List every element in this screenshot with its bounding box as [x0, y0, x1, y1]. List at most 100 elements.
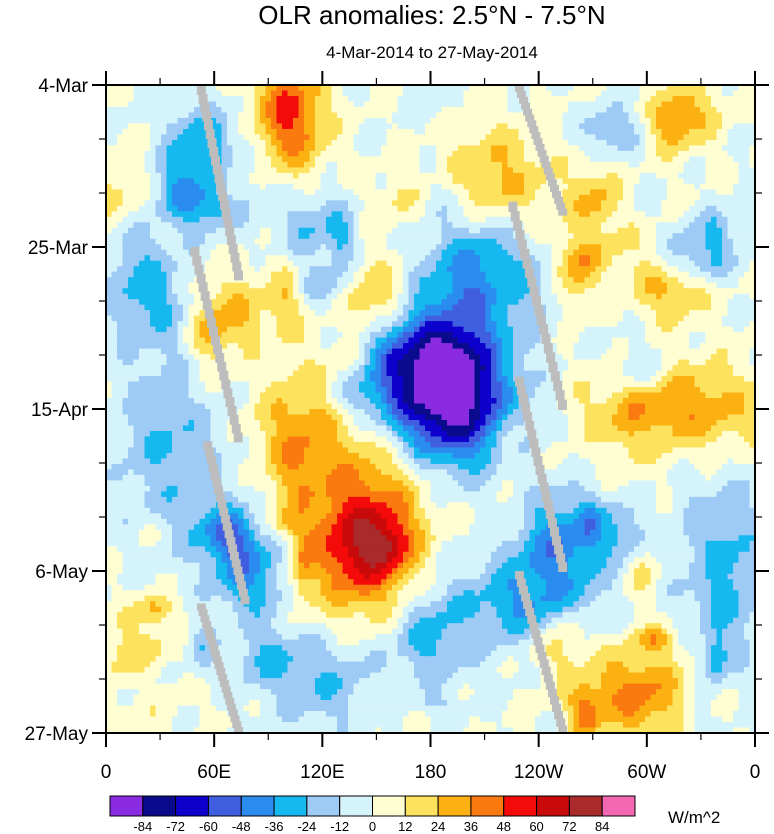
field-cell [650, 178, 657, 185]
field-cell [612, 260, 619, 267]
field-cell [249, 156, 256, 163]
field-cell [265, 310, 272, 317]
field-cell [623, 161, 630, 168]
field-cell [573, 161, 580, 168]
field-cell [315, 112, 322, 119]
field-cell [265, 271, 272, 278]
field-cell [551, 101, 558, 108]
field-cell [172, 266, 179, 273]
field-cell [447, 145, 454, 152]
field-cell [518, 205, 525, 212]
field-cell [430, 117, 437, 125]
field-cell [738, 227, 745, 234]
field-cell [287, 315, 294, 322]
field-cell [337, 233, 344, 240]
field-cell [183, 222, 190, 229]
field-cell [133, 134, 140, 141]
field-cell [722, 266, 729, 273]
field-cell [177, 172, 184, 179]
field-cell [469, 205, 476, 212]
field-cell [551, 249, 558, 256]
field-cell [612, 161, 619, 168]
field-cell [463, 95, 470, 103]
field-cell [155, 304, 162, 311]
field-cell [425, 222, 432, 229]
field-cell [238, 194, 245, 201]
field-cell [249, 238, 256, 245]
field-cell [216, 150, 223, 157]
field-cell [106, 95, 113, 103]
field-cell [106, 249, 113, 256]
field-cell [216, 266, 223, 273]
field-cell [397, 183, 404, 190]
field-cell [656, 161, 663, 168]
field-cell [287, 282, 294, 289]
field-cell [628, 271, 635, 278]
field-cell [590, 156, 597, 163]
field-cell [529, 200, 536, 207]
field-cell [672, 288, 679, 295]
field-cell [161, 194, 168, 201]
field-cell [562, 178, 569, 185]
field-cell [381, 156, 388, 163]
field-cell [271, 178, 278, 185]
field-cell [711, 293, 718, 300]
field-cell [386, 271, 393, 278]
field-cell [700, 167, 707, 174]
field-cell [271, 145, 278, 152]
field-cell [557, 244, 564, 251]
field-cell [469, 90, 476, 97]
field-cell [370, 249, 377, 256]
field-cell [117, 161, 124, 168]
field-cell [205, 161, 212, 168]
field-cell [689, 304, 696, 311]
field-cell [469, 189, 476, 196]
field-cell [139, 139, 146, 147]
field-cell [579, 194, 586, 201]
field-cell [194, 211, 201, 218]
field-cell [397, 288, 404, 295]
field-cell [529, 95, 536, 103]
field-cell [705, 194, 712, 201]
field-cell [238, 255, 245, 262]
field-cell [194, 200, 201, 207]
field-cell [469, 227, 476, 234]
field-cell [161, 288, 168, 295]
field-cell [210, 249, 217, 256]
field-cell [672, 249, 679, 256]
field-cell [469, 117, 476, 125]
field-cell [447, 233, 454, 240]
field-cell [359, 238, 366, 245]
field-cell [656, 189, 663, 196]
field-cell [733, 293, 740, 300]
field-cell [155, 178, 162, 185]
field-cell [689, 167, 696, 174]
field-cell [183, 255, 190, 262]
field-cell [573, 128, 580, 136]
field-cell [474, 216, 481, 223]
field-cell [595, 288, 602, 295]
field-cell [513, 271, 520, 278]
field-cell [309, 145, 316, 152]
field-cell [227, 85, 234, 92]
field-cell [315, 106, 322, 114]
field-cell [480, 255, 487, 262]
field-cell [309, 205, 316, 212]
field-cell [199, 233, 206, 240]
field-cell [650, 266, 657, 273]
field-cell [315, 233, 322, 240]
field-cell [513, 123, 520, 130]
field-cell [177, 216, 184, 223]
field-cell [661, 222, 668, 229]
field-cell [722, 233, 729, 240]
field-cell [722, 238, 729, 245]
field-cell [309, 128, 316, 136]
field-cell [370, 255, 377, 262]
field-cell [645, 85, 652, 92]
field-cell [441, 156, 448, 163]
field-cell [353, 90, 360, 97]
field-cell [331, 288, 338, 295]
field-cell [397, 249, 404, 256]
field-cell [287, 167, 294, 174]
field-cell [375, 249, 382, 256]
